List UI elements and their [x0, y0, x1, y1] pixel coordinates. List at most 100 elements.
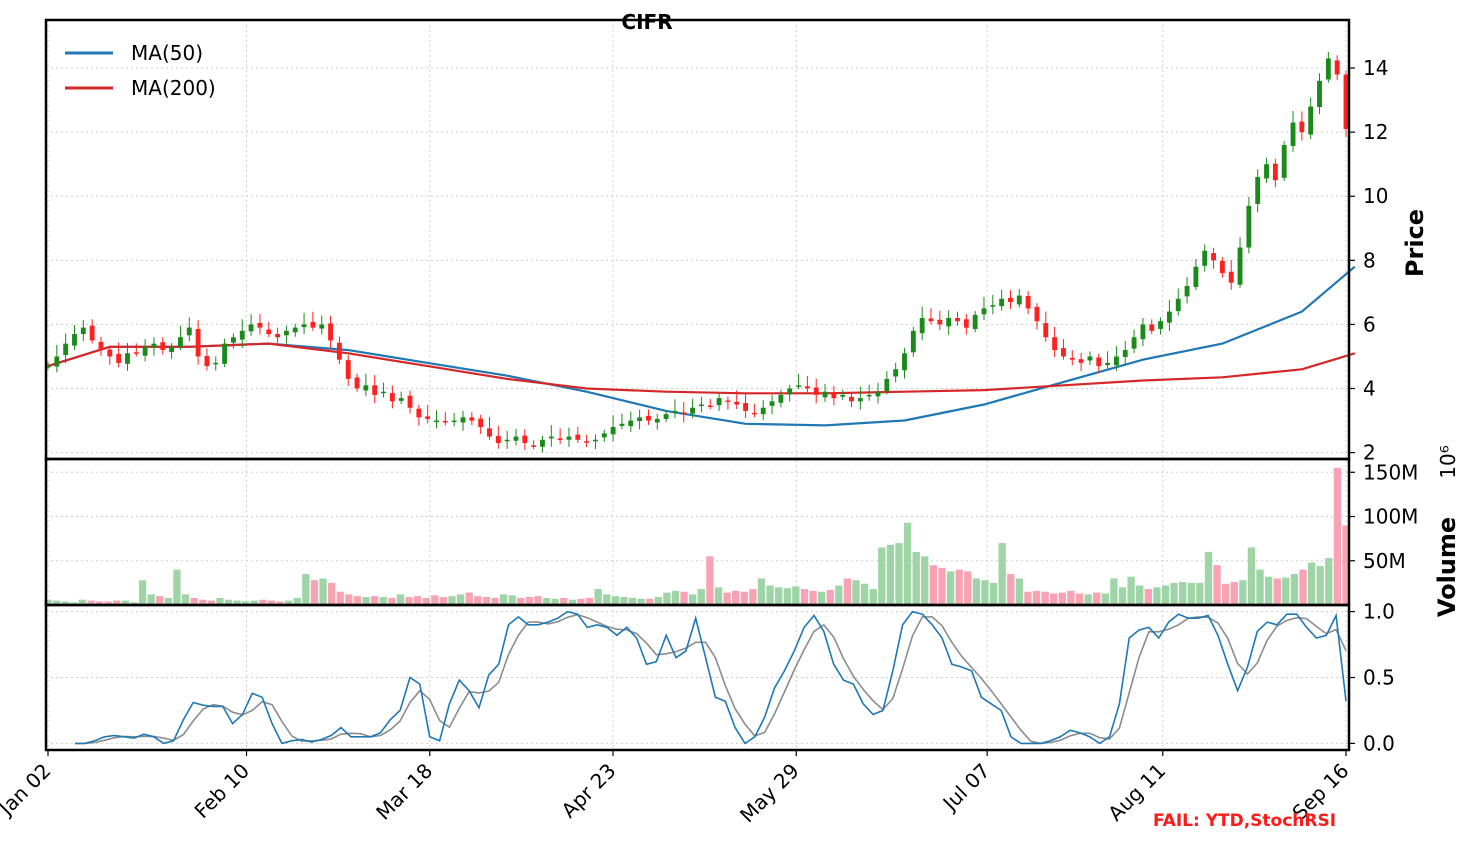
candle-body — [213, 362, 219, 365]
grid-layer — [46, 20, 1349, 750]
candle-body — [1052, 337, 1058, 351]
volume-bar — [585, 597, 594, 605]
candle-body — [804, 386, 810, 389]
candle-body — [1290, 122, 1296, 146]
candle-body — [63, 343, 69, 356]
candle-body — [778, 394, 784, 403]
candle-body — [981, 308, 987, 315]
candle-body — [893, 369, 899, 377]
candle-body — [133, 352, 139, 354]
volume-bar — [1136, 585, 1144, 605]
candle-body — [1325, 58, 1331, 80]
candle-body — [487, 428, 492, 437]
volume-bar — [130, 602, 138, 605]
candle-body — [840, 394, 846, 397]
candle-body — [849, 396, 854, 402]
candle-body — [169, 346, 175, 352]
candle-body — [1219, 260, 1225, 274]
volume-bar — [121, 600, 130, 605]
volume-bar — [1307, 562, 1316, 605]
candle-body — [1034, 306, 1040, 322]
candle-body — [292, 327, 298, 333]
volume-bar — [207, 600, 215, 605]
candle-body — [1158, 321, 1163, 329]
volume-bar — [44, 599, 52, 605]
volume-bar — [938, 567, 946, 605]
volume-bar — [439, 597, 448, 605]
volume-bar — [1196, 582, 1204, 605]
x-tick-label: May 29 — [735, 759, 804, 828]
volume-bar — [336, 591, 344, 605]
volume-panel-frame — [44, 457, 1351, 607]
panel-frames — [44, 18, 1351, 752]
candle-body — [1008, 297, 1013, 302]
volume-bar — [706, 556, 714, 605]
volume-bar — [250, 600, 258, 605]
candle-body — [1193, 266, 1199, 287]
volume-bar — [95, 601, 104, 605]
candle-body — [681, 412, 687, 415]
candle-body — [1131, 337, 1137, 349]
candle-body — [1184, 285, 1190, 297]
volume-bar — [611, 596, 619, 605]
volume-tick-label: 50M — [1363, 549, 1406, 573]
candle-body — [1246, 205, 1252, 248]
volume-bar — [646, 598, 654, 605]
x-tick-label: Apr 23 — [557, 759, 621, 823]
stochrsi-d-line — [75, 613, 1347, 745]
volume-bar — [113, 600, 121, 605]
volume-bar — [1282, 577, 1290, 605]
volume-bar — [749, 589, 757, 605]
candle-body — [107, 349, 113, 357]
candle-body — [690, 407, 696, 414]
candle-body — [1299, 121, 1305, 133]
volume-bar — [551, 598, 559, 605]
candle-body — [1149, 324, 1155, 331]
candle-body — [734, 401, 740, 405]
legend: MA(50) MA(200) — [65, 41, 216, 100]
candle-body — [301, 324, 307, 328]
candle-body — [54, 356, 60, 367]
x-tick-label: Mar 18 — [371, 759, 437, 825]
candle-body — [1096, 357, 1102, 367]
price-axis-title: Price — [1401, 209, 1429, 277]
volume-bar — [156, 596, 164, 605]
candle-body — [1175, 298, 1181, 312]
volume-bar — [1153, 587, 1161, 605]
volume-bar — [353, 596, 362, 605]
candle-body — [637, 417, 643, 422]
x-tick-label: Jan 02 — [0, 759, 56, 822]
volume-bar — [1110, 578, 1118, 605]
volume-bar — [422, 597, 430, 605]
volume-bar — [276, 601, 284, 605]
volume-bar — [1050, 593, 1058, 605]
volume-bar — [766, 585, 774, 605]
volume-bar — [1179, 581, 1187, 605]
candle-body — [142, 346, 148, 356]
candle-body — [963, 319, 969, 328]
candle-body — [999, 298, 1005, 307]
moving-average-lines — [47, 265, 1356, 427]
candle-body — [310, 322, 316, 328]
volume-bar — [1067, 590, 1075, 605]
volume-bar — [328, 582, 336, 605]
candle-body — [125, 353, 130, 364]
volume-bar — [568, 599, 577, 605]
candle-body — [1140, 324, 1146, 340]
volume-bar — [78, 599, 87, 605]
volume-bar — [224, 599, 233, 605]
volume-bar — [560, 597, 568, 605]
candle-body — [389, 393, 395, 402]
candle-body — [442, 421, 448, 423]
volume-bar — [714, 587, 723, 605]
volume-bar — [989, 582, 998, 605]
candle-body — [160, 342, 166, 351]
volume-bar — [671, 590, 680, 605]
volume-bar — [921, 556, 929, 605]
candle-body — [425, 416, 431, 419]
stoch-tick-label: 0.0 — [1363, 731, 1395, 755]
volume-bar — [1204, 551, 1213, 605]
candle-body — [831, 392, 837, 399]
volume-bar — [1041, 591, 1049, 605]
candle-body — [1043, 323, 1049, 338]
